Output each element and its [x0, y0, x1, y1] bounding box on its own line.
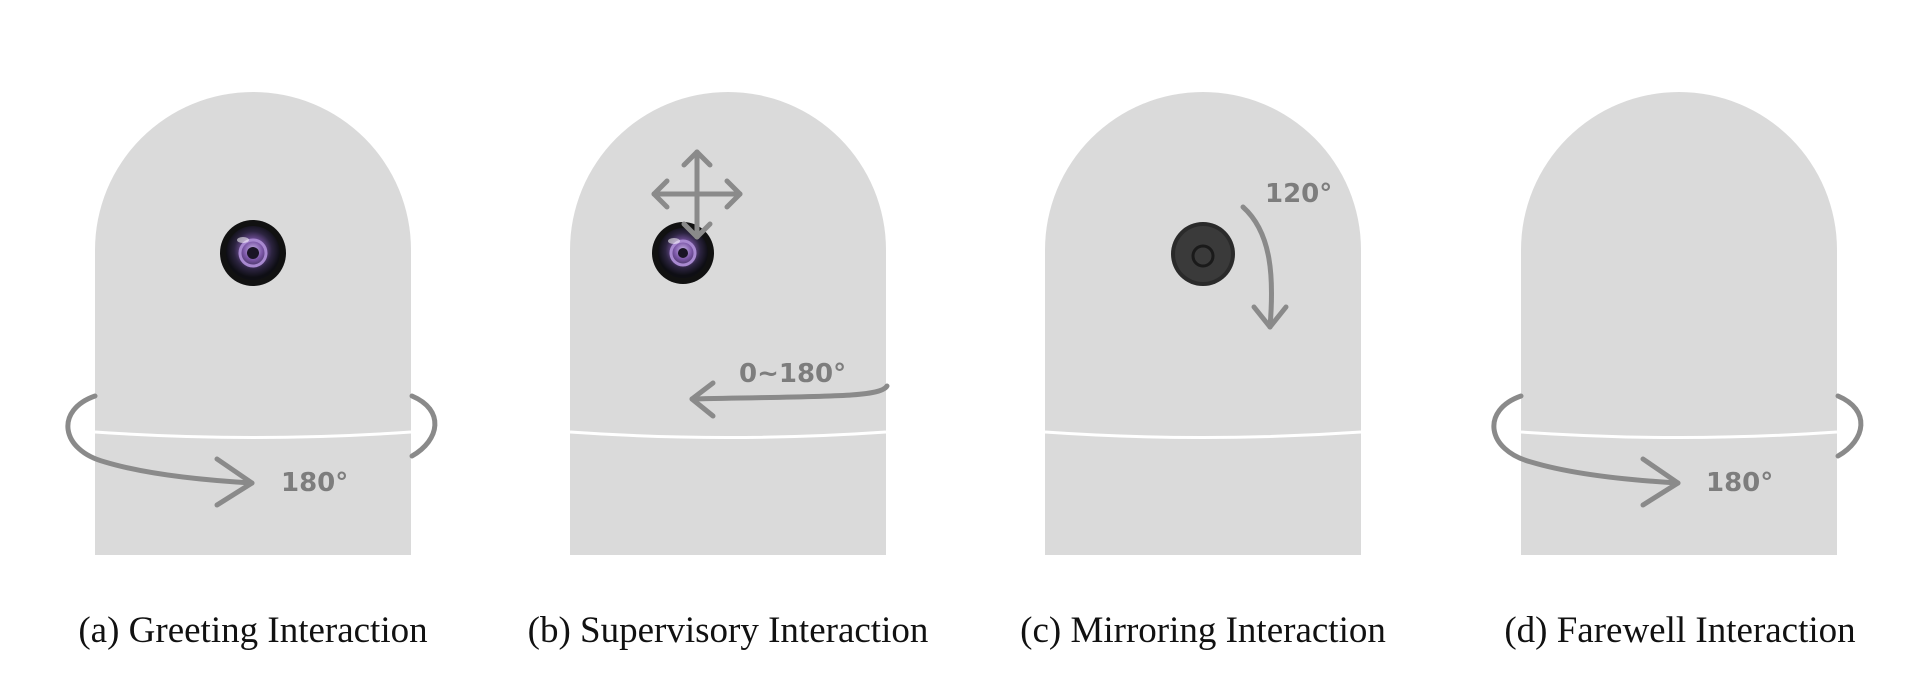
body-seam [569, 430, 887, 439]
panel-supervisory: 0~180° [569, 92, 890, 555]
angle-label: 120° [1265, 179, 1332, 209]
caption-greeting: (a) Greeting Interaction [78, 610, 428, 651]
panel-greeting: 180° [65, 92, 438, 555]
body-seam [94, 430, 412, 439]
caption-farewell: (d) Farewell Interaction [1504, 610, 1856, 651]
horizontal-rotation-arrow-icon [1491, 393, 1864, 508]
lens-camera-icon [220, 220, 286, 286]
camera-back-icon [1171, 222, 1235, 286]
body-seam [1520, 430, 1838, 439]
body-seam [1044, 430, 1362, 439]
robot-body [95, 92, 411, 555]
robot-body [1045, 92, 1361, 555]
horizontal-rotation-arrow-icon [65, 393, 438, 508]
lens-camera-icon [652, 222, 714, 284]
angle-label: 0~180° [739, 359, 846, 389]
move-cross-arrows-icon [651, 149, 743, 240]
tilt-arrow-icon [1240, 204, 1289, 330]
angle-label: 180° [1706, 468, 1773, 498]
caption-mirroring: (c) Mirroring Interaction [1020, 610, 1386, 651]
panel-farewell: 180° [1491, 92, 1864, 555]
caption-supervisory: (b) Supervisory Interaction [527, 610, 929, 651]
robot-body [570, 92, 886, 555]
robot-body [1521, 92, 1837, 555]
angle-label: 180° [281, 468, 348, 498]
horizontal-rotation-arrow-icon [689, 380, 890, 419]
panel-mirroring: 120° [1044, 92, 1362, 555]
